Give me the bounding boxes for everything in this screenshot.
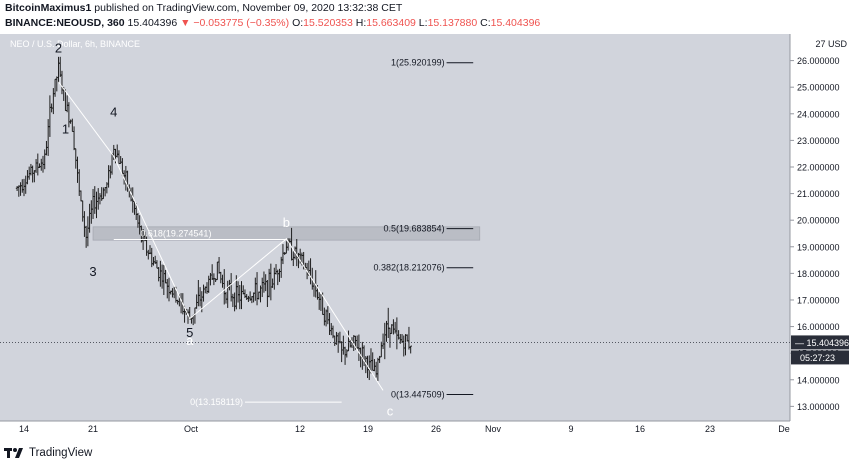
last-price: 15.404396 xyxy=(127,17,178,29)
fib2-level-label: 0.618(19.274541) xyxy=(140,228,211,238)
publish-line: BitcoinMaximus1 published on TradingView… xyxy=(5,2,402,14)
x-tick-label: 19 xyxy=(363,424,373,434)
wave-label: b xyxy=(283,215,290,230)
countdown-value: 05:27:23 xyxy=(800,353,835,363)
low-value: 15.137880 xyxy=(427,17,478,29)
x-tick-label: 23 xyxy=(705,424,715,434)
price-chart[interactable]: NEO / U.S. Dollar, 6h, BINANCE 27 USD 26.0… xyxy=(0,34,850,440)
published-text: published on TradingView.com, November 0… xyxy=(94,2,403,14)
y-tick-label: 16.000000 xyxy=(797,322,840,332)
price-change: ▼ −0.053775 (−0.35%) xyxy=(180,17,290,29)
low-label: L: xyxy=(418,17,428,29)
fib-level-label: 0(13.447509) xyxy=(391,389,445,399)
wave-label: c xyxy=(387,404,394,419)
x-tick-label: 9 xyxy=(568,424,573,434)
chart-title: NEO / U.S. Dollar, 6h, BINANCE xyxy=(10,39,140,49)
high-value: 15.663409 xyxy=(366,17,416,29)
y-tick-label: 26.000000 xyxy=(797,56,840,66)
y-tick-label: 19.000000 xyxy=(797,242,840,252)
current-price-tag[interactable] xyxy=(791,335,849,350)
fib2-level-label: 0(13.158119) xyxy=(190,397,243,407)
y-tick-label: 18.000000 xyxy=(797,269,840,279)
open-label: O: xyxy=(292,17,304,29)
y-tick-label: 21.000000 xyxy=(797,189,840,199)
open-value: 15.520353 xyxy=(303,17,353,29)
brand-name: TradingView xyxy=(29,447,93,459)
current-price-value: — 15.404396 xyxy=(795,338,849,348)
close-value: 15.404396 xyxy=(490,17,541,29)
x-tick-label: 14 xyxy=(19,424,29,434)
ohlc-line: BINANCE:NEOUSD, 360 15.404396 ▼ −0.05377… xyxy=(5,17,540,29)
resistance-zone[interactable] xyxy=(92,226,481,241)
wave-label: 1 xyxy=(62,122,69,137)
tradingview-brand[interactable]: TradingView xyxy=(4,446,92,460)
tradingview-logo-icon xyxy=(4,448,23,458)
time-axis[interactable] xyxy=(0,421,850,440)
x-tick-label: 12 xyxy=(295,424,305,434)
y-tick-label: 14.000000 xyxy=(797,375,840,385)
y-tick-label: 13.000000 xyxy=(797,402,840,412)
author-name[interactable]: BitcoinMaximus1 xyxy=(5,2,92,14)
wave-label: 3 xyxy=(89,264,96,279)
close-label: C: xyxy=(480,17,491,29)
fib-level-label: 0.382(18.212076) xyxy=(374,263,445,273)
y-tick-label: 23.000000 xyxy=(797,136,840,146)
y-tick-label: 24.000000 xyxy=(797,109,840,119)
y-tick-label: 22.000000 xyxy=(797,162,840,172)
x-tick-label: 26 xyxy=(431,424,441,434)
x-tick-label: 16 xyxy=(635,424,645,434)
x-tick-label: Oct xyxy=(184,424,199,434)
high-label: H: xyxy=(355,17,367,29)
y-axis-title: 27 USD xyxy=(815,39,847,49)
fib-level-label: 0.5(19.683854) xyxy=(384,224,445,234)
chart-footer: TradingView xyxy=(0,440,850,467)
y-tick-label: 25.000000 xyxy=(797,83,840,93)
wave-label: 5 xyxy=(186,325,193,340)
fib-level-label: 1(25.920199) xyxy=(391,58,445,68)
x-tick-label: Nov xyxy=(485,424,502,434)
countdown-tag xyxy=(791,350,849,365)
x-tick-label: 21 xyxy=(88,424,98,434)
y-tick-label: 17.000000 xyxy=(797,295,840,305)
elliott-wave-line[interactable] xyxy=(58,81,384,391)
chart-header: BitcoinMaximus1 published on TradingView… xyxy=(0,0,850,34)
wave-label: 2 xyxy=(55,41,62,56)
symbol-label: BINANCE:NEOUSD, 360 xyxy=(5,17,125,29)
y-tick-label: 20.000000 xyxy=(797,216,840,226)
wave-label: 4 xyxy=(110,104,117,119)
wave-label: a xyxy=(186,333,194,348)
x-tick-label: De xyxy=(778,424,790,434)
